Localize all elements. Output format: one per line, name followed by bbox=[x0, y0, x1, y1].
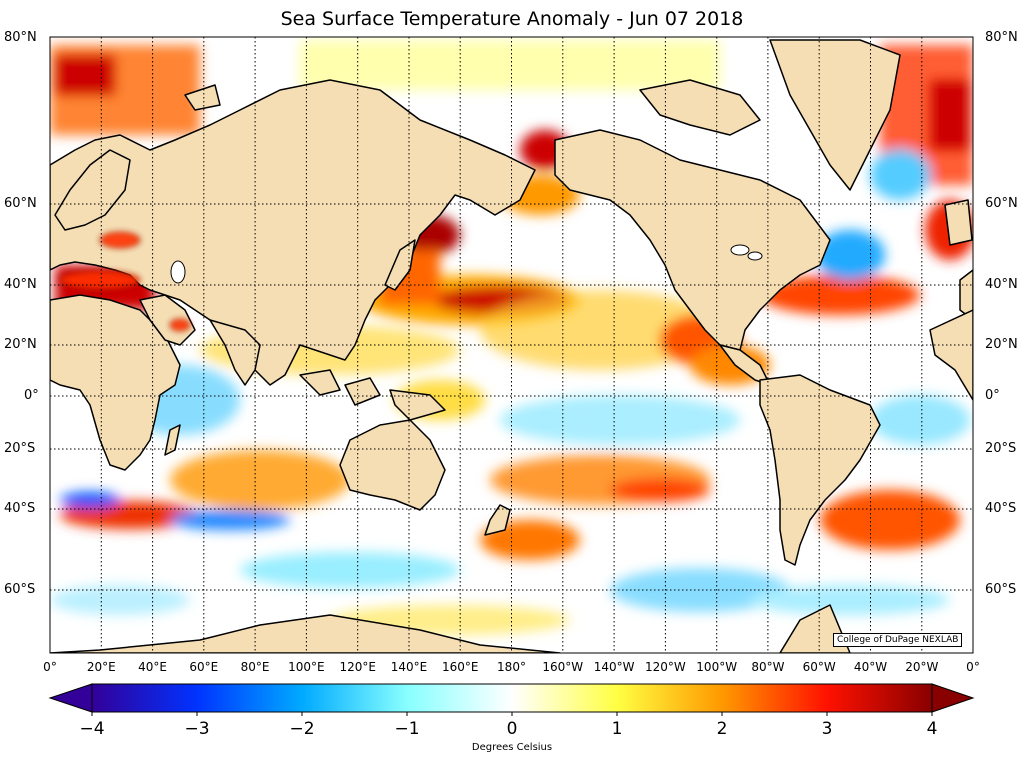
map-frame bbox=[49, 36, 974, 654]
lon-label: 120°W bbox=[645, 660, 686, 674]
land-masses bbox=[50, 39, 973, 653]
lat-label: 80°N bbox=[985, 30, 1018, 45]
lon-label: 40°W bbox=[853, 660, 888, 674]
map-title: Sea Surface Temperature Anomaly - Jun 07… bbox=[280, 8, 744, 30]
lon-label: 60°W bbox=[802, 660, 836, 674]
colorbar-tick: 3 bbox=[821, 719, 833, 739]
lon-label: 160°W bbox=[542, 660, 584, 674]
colorbar-tick: −4 bbox=[79, 719, 105, 739]
lon-label: 140°W bbox=[593, 660, 635, 674]
lon-label: 80°W bbox=[751, 660, 785, 674]
colorbar-tick: −2 bbox=[289, 719, 315, 739]
lon-label: 120°E bbox=[339, 660, 376, 674]
colorbar-tick: 0 bbox=[506, 719, 518, 739]
lon-label: 180° bbox=[497, 660, 526, 674]
credit-label: College of DuPage NEXLAB bbox=[833, 633, 963, 647]
lat-label: 0° bbox=[24, 388, 39, 403]
lon-label: 100°E bbox=[288, 660, 325, 674]
lon-label: 160°E bbox=[441, 660, 479, 674]
lat-label: 80°N bbox=[4, 30, 37, 45]
lon-label: 60°E bbox=[189, 660, 219, 674]
colorbar-tick: 2 bbox=[716, 719, 728, 739]
colorbar-tick: −3 bbox=[184, 719, 210, 739]
lon-label: 20°E bbox=[86, 660, 116, 674]
graticule bbox=[50, 37, 973, 653]
lon-label: 0° bbox=[43, 660, 57, 674]
lat-label: 60°N bbox=[4, 196, 37, 211]
lat-label: 60°S bbox=[4, 582, 36, 597]
lon-label: 0° bbox=[966, 660, 980, 674]
lat-label: 60°S bbox=[985, 582, 1017, 597]
lat-label: 20°N bbox=[985, 337, 1018, 352]
lat-label: 40°N bbox=[985, 277, 1018, 292]
lat-label: 60°N bbox=[985, 196, 1018, 211]
lon-label: 20°W bbox=[905, 660, 939, 674]
lon-label: 140°E bbox=[390, 660, 428, 674]
lat-label: 40°N bbox=[4, 277, 37, 292]
colorbar-tick: 4 bbox=[926, 719, 938, 739]
colorbar-tick: 1 bbox=[611, 719, 623, 739]
lat-label: 0° bbox=[985, 388, 1000, 403]
lon-label: 80°E bbox=[240, 660, 270, 674]
lat-label: 20°N bbox=[4, 337, 37, 352]
lat-label: 40°S bbox=[985, 501, 1017, 516]
lat-label: 20°S bbox=[4, 441, 36, 456]
lat-label: 40°S bbox=[4, 501, 36, 516]
lat-label: 20°S bbox=[985, 441, 1017, 456]
lon-label: 100°W bbox=[696, 660, 738, 674]
colorbar-label: Degrees Celsius bbox=[471, 742, 553, 753]
lon-label: 40°E bbox=[138, 660, 168, 674]
colorbar-tick: −1 bbox=[394, 719, 420, 739]
